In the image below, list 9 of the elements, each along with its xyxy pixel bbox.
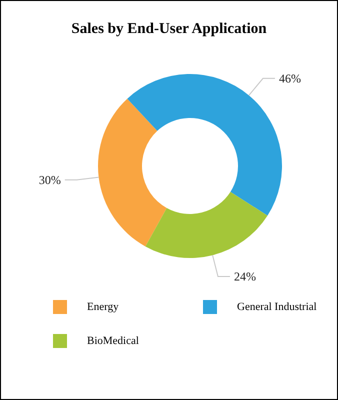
legend-label: BioMedical	[87, 335, 139, 347]
legend-label: Energy	[87, 301, 119, 313]
legend-label: General Industrial	[237, 301, 317, 313]
data-label: 30%	[38, 172, 61, 187]
data-label: 46%	[278, 71, 301, 86]
chart-title: Sales by End-User Application	[70, 21, 268, 38]
donut-slice	[98, 98, 167, 246]
data-label: 24%	[234, 270, 256, 284]
donut-slice	[145, 192, 268, 258]
